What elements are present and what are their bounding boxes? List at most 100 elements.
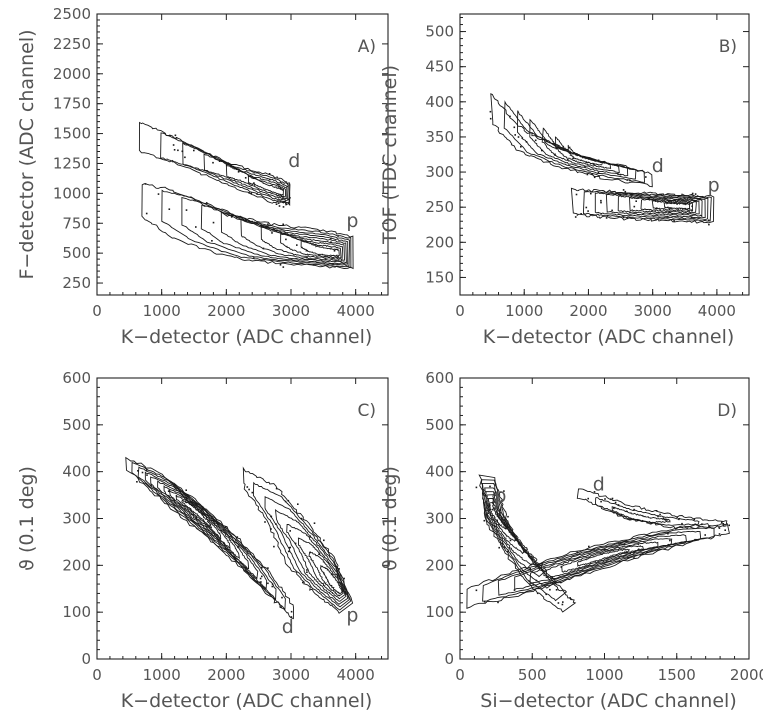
contour-speck bbox=[276, 183, 279, 186]
contour-speck bbox=[554, 153, 556, 156]
contour-speck bbox=[724, 529, 726, 531]
contour-level bbox=[160, 132, 291, 204]
contour-speck bbox=[676, 516, 678, 518]
contour-speck bbox=[270, 515, 273, 518]
y-tick-label: 300 bbox=[425, 163, 454, 181]
contour-speck bbox=[218, 160, 221, 162]
contour-speck bbox=[323, 539, 325, 542]
contour-speck bbox=[195, 517, 197, 519]
contour-speck bbox=[330, 237, 332, 240]
contour-level bbox=[541, 127, 620, 174]
y-tick-label: 150 bbox=[425, 268, 454, 286]
contour-level bbox=[561, 545, 645, 573]
contour-speck bbox=[708, 219, 710, 222]
contour-speck bbox=[622, 189, 625, 191]
contour-level bbox=[247, 175, 285, 197]
contour-level bbox=[488, 501, 510, 530]
y-tick-label: 2250 bbox=[53, 35, 91, 53]
contour-speck bbox=[312, 264, 315, 266]
contour-level bbox=[570, 187, 715, 224]
contour-speck bbox=[273, 545, 275, 548]
contour-band-p bbox=[570, 187, 715, 226]
contour-level bbox=[595, 497, 700, 526]
contour-level bbox=[200, 204, 349, 265]
contour-speck bbox=[256, 193, 258, 195]
contour-level bbox=[482, 527, 715, 602]
contour-level bbox=[144, 471, 268, 591]
contour-speck bbox=[498, 546, 500, 549]
contour-level bbox=[252, 481, 352, 611]
contour-speck bbox=[167, 490, 170, 492]
contour-speck bbox=[498, 523, 500, 526]
contour-speck bbox=[629, 552, 632, 555]
x-tick-label: 3000 bbox=[272, 302, 310, 320]
contour-speck bbox=[252, 257, 255, 259]
contour-speck bbox=[633, 508, 635, 511]
contour-level bbox=[225, 164, 286, 198]
contour-speck bbox=[483, 600, 486, 603]
contour-level bbox=[517, 110, 637, 180]
contour-speck bbox=[633, 557, 635, 559]
contour-speck bbox=[586, 173, 589, 176]
y-tick-label: 1500 bbox=[53, 125, 91, 143]
contour-level bbox=[286, 524, 347, 602]
y-tick-label: 100 bbox=[425, 603, 454, 621]
contour-speck bbox=[491, 508, 494, 511]
contour-speck bbox=[185, 209, 188, 211]
contour-speck bbox=[627, 557, 629, 559]
panel-label: C) bbox=[357, 401, 376, 421]
y-axis-label: F−detector (ADC channel) bbox=[16, 29, 38, 279]
contour-level bbox=[181, 499, 213, 529]
contour-speck bbox=[251, 491, 254, 494]
contour-speck bbox=[211, 240, 213, 242]
contour-speck bbox=[174, 134, 177, 137]
contour-speck bbox=[626, 217, 629, 220]
contour-speck bbox=[631, 193, 633, 196]
contour-speck bbox=[281, 596, 283, 599]
contour-speck bbox=[302, 581, 304, 584]
contour-speck bbox=[517, 136, 520, 138]
x-tick-label: 2000 bbox=[207, 302, 245, 320]
contour-speck bbox=[678, 518, 680, 521]
contour-speck bbox=[584, 572, 586, 574]
x-tick-label: 4000 bbox=[337, 302, 375, 320]
contour-speck bbox=[625, 510, 628, 513]
contour-speck bbox=[282, 197, 284, 199]
contour-speck bbox=[549, 588, 551, 591]
contour-speck bbox=[629, 211, 631, 214]
contour-speck bbox=[656, 207, 658, 209]
contour-speck bbox=[290, 610, 293, 613]
contour-speck bbox=[267, 567, 269, 569]
contour-speck bbox=[534, 139, 537, 142]
contour-speck bbox=[497, 601, 499, 604]
contour-speck bbox=[629, 179, 631, 182]
contour-level bbox=[280, 231, 342, 259]
contour-speck bbox=[555, 589, 558, 591]
band-annotation: d bbox=[288, 150, 300, 172]
contour-speck bbox=[220, 529, 223, 532]
contour-speck bbox=[296, 244, 298, 246]
contour-speck bbox=[620, 514, 623, 516]
contour-speck bbox=[677, 195, 679, 197]
x-tick-label: 1000 bbox=[143, 666, 181, 684]
contour-speck bbox=[585, 161, 588, 163]
contour-speck bbox=[193, 149, 195, 152]
contour-band-d bbox=[489, 93, 653, 188]
contour-speck bbox=[489, 117, 492, 120]
contour-speck bbox=[289, 546, 291, 549]
contour-speck bbox=[175, 137, 178, 139]
contour-speck bbox=[514, 134, 516, 136]
contour-speck bbox=[503, 546, 506, 548]
contour-speck bbox=[591, 173, 594, 175]
contour-speck bbox=[157, 193, 160, 195]
contour-level bbox=[181, 196, 351, 267]
contour-level bbox=[297, 537, 346, 600]
contour-speck bbox=[205, 202, 208, 204]
contour-speck bbox=[282, 266, 285, 268]
contour-speck bbox=[625, 551, 628, 553]
contour-level bbox=[466, 523, 730, 609]
contour-speck bbox=[264, 521, 266, 523]
contour-speck bbox=[260, 225, 263, 227]
contour-speck bbox=[619, 173, 622, 176]
y-tick-label: 200 bbox=[425, 556, 454, 574]
